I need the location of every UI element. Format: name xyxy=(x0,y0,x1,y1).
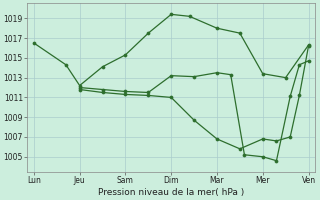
X-axis label: Pression niveau de la mer( hPa ): Pression niveau de la mer( hPa ) xyxy=(98,188,244,197)
